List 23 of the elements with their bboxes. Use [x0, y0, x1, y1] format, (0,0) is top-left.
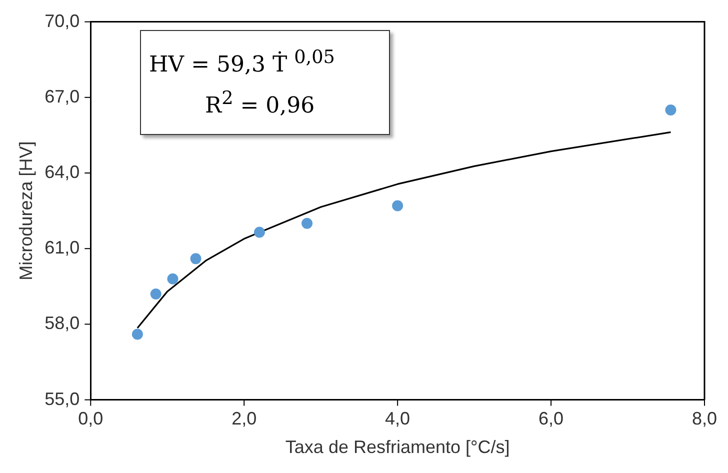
- y-tick-label: 70,0: [44, 10, 80, 31]
- point: [302, 218, 313, 229]
- x-tick-label: 4,0: [385, 408, 410, 429]
- y-tick-label: 67,0: [44, 86, 80, 106]
- y-tick-label: 64,0: [44, 162, 80, 182]
- point: [392, 200, 404, 212]
- annotation: HV = 59,3 Ṫ $^{0,05}$: [149, 46, 336, 80]
- point: [190, 253, 202, 264]
- point: [132, 328, 143, 340]
- point: [150, 288, 162, 300]
- x-tick-label: 2,0: [232, 408, 257, 429]
- x-tick-label: 8,0: [692, 408, 718, 429]
- point: [665, 104, 676, 116]
- x-tick-label: 0,0: [78, 408, 104, 429]
- y-tick-label: 58,0: [44, 313, 80, 334]
- x-tick-label: 6,0: [538, 408, 564, 429]
- point: [167, 273, 178, 284]
- x-axis-title: Taxa de Resfriamento [°C/s]: [285, 437, 510, 458]
- annotation: R$^{2}$ = 0,96: [204, 87, 316, 121]
- y-tick-label: 55,0: [44, 388, 80, 409]
- point: [254, 226, 265, 238]
- y-tick-label: 61,0: [44, 238, 80, 258]
- y-axis-title: Microdureza [HV]: [16, 141, 36, 280]
